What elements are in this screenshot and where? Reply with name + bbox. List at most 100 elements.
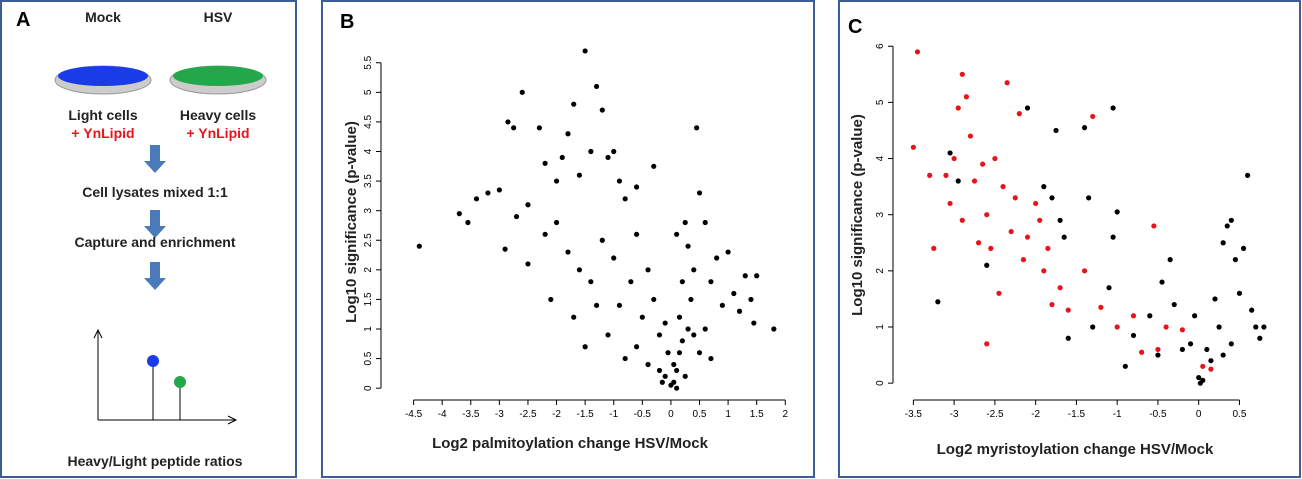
point	[671, 361, 677, 368]
y-tick-label: 2.5	[363, 233, 374, 247]
point	[1253, 324, 1259, 330]
x-tick-label: -3.5	[462, 409, 480, 420]
point	[1020, 257, 1027, 263]
x-tick-label: 2	[782, 409, 788, 420]
point	[634, 231, 640, 237]
point	[685, 243, 691, 249]
point	[910, 144, 916, 150]
point	[1041, 184, 1047, 190]
point	[1057, 217, 1063, 223]
point	[935, 299, 941, 305]
point	[1106, 285, 1112, 291]
point	[1196, 374, 1202, 381]
point	[542, 231, 548, 237]
point	[576, 172, 583, 178]
point	[502, 246, 508, 252]
point	[1016, 111, 1022, 117]
point	[1049, 301, 1055, 308]
point	[1024, 234, 1031, 240]
point	[611, 255, 617, 261]
point	[955, 105, 961, 111]
point	[628, 279, 634, 285]
point	[971, 178, 978, 184]
x-tick-label: 1	[725, 409, 731, 420]
point	[1008, 228, 1014, 235]
point	[665, 350, 671, 356]
point	[1114, 209, 1120, 215]
point	[599, 107, 605, 113]
point	[975, 240, 982, 246]
point	[751, 320, 757, 326]
x-tick-label: -3	[950, 409, 959, 420]
point	[571, 101, 577, 107]
point	[1171, 301, 1177, 308]
point	[465, 219, 471, 226]
point	[416, 243, 422, 249]
point	[559, 154, 565, 161]
x-tick-label: -1.5	[1068, 409, 1086, 420]
point	[959, 217, 965, 223]
point	[771, 326, 777, 332]
x-tick-label: -0.5	[1149, 409, 1167, 420]
x-tick-label: -1	[609, 409, 618, 420]
point	[525, 261, 531, 267]
point	[1249, 307, 1255, 313]
point	[714, 255, 720, 261]
x-tick-label: -3	[495, 409, 504, 420]
point	[691, 332, 697, 338]
point	[548, 296, 554, 303]
step: Cell lysates mixed 1:1	[82, 184, 228, 200]
y-tick-label: 0	[875, 380, 886, 386]
x-tick-label: -2.5	[519, 409, 537, 420]
point	[1220, 240, 1226, 246]
point	[651, 163, 657, 169]
point	[1053, 127, 1059, 134]
y-axis-label: Log10 significance (p-value)	[849, 114, 866, 316]
point	[1110, 234, 1116, 240]
y-tick-label: 4.5	[363, 115, 374, 129]
panel-border	[321, 0, 815, 478]
point	[1024, 105, 1031, 111]
point	[1204, 346, 1210, 353]
point	[616, 302, 623, 308]
point	[1090, 113, 1096, 120]
y-tick-label: 5	[875, 99, 886, 105]
point	[679, 338, 685, 344]
x-axis-label: Log2 myristoylation change HSV/Mock	[937, 441, 1214, 458]
point	[605, 154, 611, 161]
y-tick-label: 2	[875, 268, 886, 274]
point	[1163, 324, 1169, 330]
condition: Mock	[85, 9, 121, 25]
x-tick-label: -4.5	[405, 409, 423, 420]
point	[708, 355, 714, 362]
point	[980, 161, 986, 167]
point	[634, 344, 640, 350]
point	[914, 49, 921, 55]
point	[505, 119, 511, 125]
point	[519, 89, 525, 95]
point	[742, 273, 748, 279]
point	[688, 296, 694, 303]
point	[702, 326, 708, 332]
point	[955, 178, 961, 184]
point	[1179, 346, 1185, 353]
panel-label: A	[16, 9, 30, 31]
point	[988, 245, 994, 251]
point	[674, 231, 680, 237]
x-tick-label: -1.5	[577, 409, 595, 420]
probe: + YnLipid	[186, 125, 249, 141]
point	[593, 83, 600, 90]
point	[599, 237, 605, 243]
point	[992, 155, 998, 162]
point	[1179, 327, 1185, 333]
arrow	[144, 210, 166, 238]
point	[588, 148, 594, 155]
point	[582, 48, 588, 54]
point	[1004, 80, 1010, 86]
y-tick-label: 3.5	[363, 174, 374, 188]
point	[1061, 234, 1067, 240]
point	[984, 341, 990, 347]
y-tick-label: 1.5	[363, 292, 374, 306]
x-tick-label: 0.5	[693, 409, 707, 420]
point	[748, 296, 754, 303]
